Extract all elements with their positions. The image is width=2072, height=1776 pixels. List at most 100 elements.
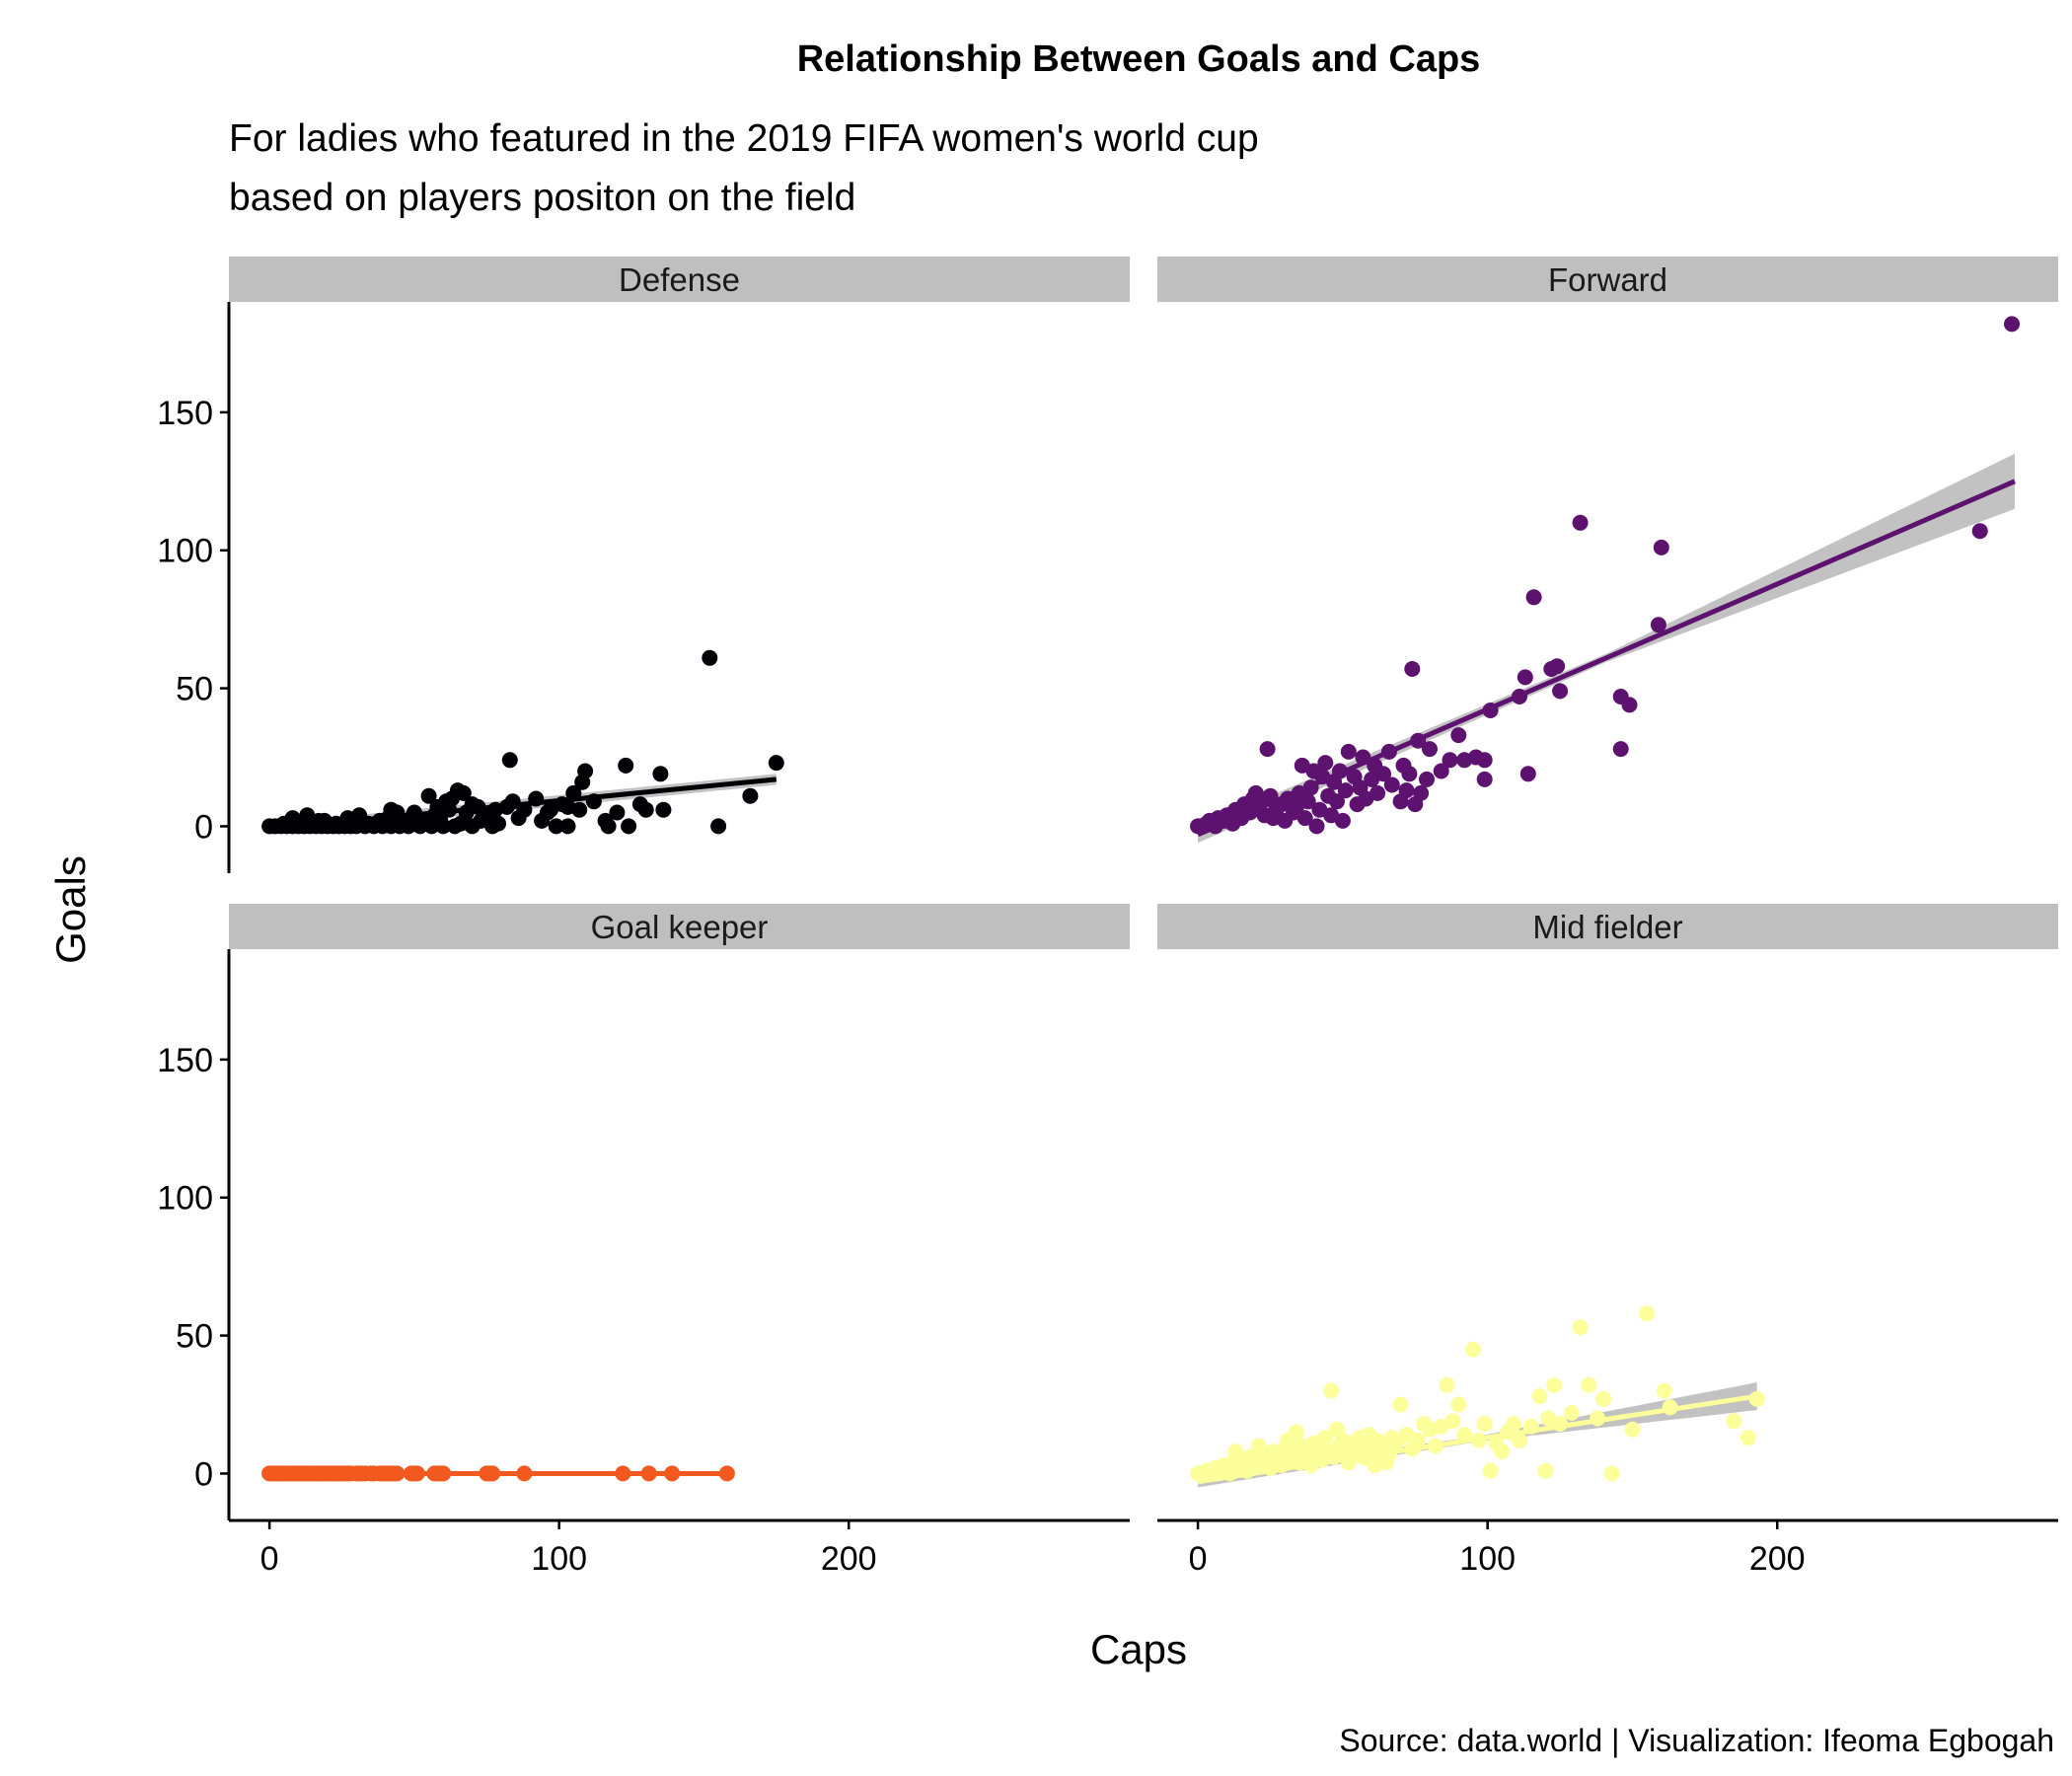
- point-forward-85: [1650, 617, 1666, 633]
- point-mid-fielder-73: [1410, 1432, 1427, 1448]
- point-forward-42: [1334, 812, 1351, 829]
- y-tick-label-defense-100: 100: [157, 533, 213, 570]
- point-forward-66: [1433, 763, 1449, 779]
- point-defense-88: [631, 796, 648, 813]
- x-tick-label-mid-fielder-100: 100: [1459, 1540, 1516, 1578]
- panel-goal-keeper: Goal keeper 0 50 100 150 0 100 200: [157, 904, 1130, 1578]
- point-defense-76: [455, 784, 472, 801]
- chart-subtitle-line-1: For ladies who featured in the 2019 FIFA…: [229, 117, 1259, 160]
- point-defense-85: [577, 763, 594, 779]
- y-tick-label-defense-150: 150: [157, 395, 213, 432]
- point-mid-fielder-79: [1444, 1413, 1461, 1430]
- strip-label-goal-keeper: Goal keeper: [591, 909, 769, 945]
- point-defense-71: [420, 787, 437, 804]
- point-forward-67: [1442, 752, 1458, 769]
- point-forward-59: [1401, 766, 1418, 782]
- point-forward-65: [1422, 741, 1438, 758]
- x-tick-label-goal-keeper-100: 100: [531, 1540, 587, 1578]
- y-tick-label-goal-keeper-0: 0: [194, 1455, 213, 1493]
- y-tick-label-goal-keeper-100: 100: [157, 1180, 213, 1218]
- point-defense-48: [284, 810, 301, 827]
- chart-subtitle-line-2: based on players positon on the field: [229, 177, 855, 219]
- y-tick-label-goal-keeper-50: 50: [176, 1318, 213, 1356]
- point-mid-fielder-70: [1392, 1396, 1409, 1413]
- point-forward-80: [1552, 683, 1569, 700]
- point-mid-fielder-80: [1450, 1396, 1467, 1413]
- point-mid-fielder-101: [1603, 1465, 1620, 1482]
- point-forward-68: [1450, 727, 1467, 744]
- point-forward-53: [1375, 766, 1391, 782]
- chart-caption: Source: data.world | Visualization: Ifeo…: [1339, 1723, 2054, 1758]
- y-tick-label-defense-0: 0: [194, 808, 213, 846]
- point-defense-45: [490, 815, 506, 832]
- point-forward-18: [1259, 741, 1276, 758]
- point-mid-fielder-107: [1739, 1430, 1756, 1446]
- point-mid-fielder-100: [1595, 1390, 1612, 1407]
- point-defense-86: [597, 812, 614, 829]
- point-forward-64: [1419, 771, 1435, 787]
- point-mid-fielder-92: [1531, 1388, 1548, 1405]
- panel-forward: Forward: [1157, 257, 2058, 844]
- point-mid-fielder-34: [1288, 1424, 1304, 1441]
- point-defense-82: [542, 801, 558, 818]
- trend-line-defense: [268, 777, 777, 832]
- point-mid-fielder-78: [1439, 1376, 1455, 1393]
- strip-label-mid-fielder: Mid fielder: [1532, 909, 1682, 945]
- chart-title: Relationship Between Goals and Caps: [797, 38, 1481, 80]
- point-forward-77: [1525, 589, 1542, 606]
- point-forward-71: [1476, 771, 1493, 787]
- strip-label-defense: Defense: [619, 261, 740, 298]
- point-forward-30: [1299, 793, 1316, 810]
- point-mid-fielder-97: [1572, 1319, 1589, 1336]
- x-tick-label-mid-fielder-200: 200: [1749, 1540, 1806, 1578]
- strip-label-forward: Forward: [1548, 261, 1667, 298]
- point-defense-29: [559, 818, 576, 835]
- strip-mid-fielder: [1157, 904, 2058, 949]
- point-mid-fielder-98: [1581, 1376, 1597, 1393]
- point-defense-87: [618, 757, 634, 774]
- y-axis-title: Goals: [47, 855, 94, 964]
- point-defense-68: [655, 801, 672, 818]
- point-mid-fielder-82: [1465, 1341, 1481, 1358]
- y-tick-label-goal-keeper-150: 150: [157, 1042, 213, 1079]
- point-forward-36: [1317, 755, 1334, 772]
- x-tick-label-goal-keeper-0: 0: [260, 1540, 279, 1578]
- point-forward-63: [1413, 784, 1430, 801]
- point-mid-fielder-44: [1317, 1430, 1334, 1446]
- x-tick-label-goal-keeper-200: 200: [821, 1540, 877, 1578]
- point-forward-58: [1398, 782, 1415, 799]
- point-forward-52: [1369, 784, 1386, 801]
- y-tick-label-defense-50: 50: [176, 671, 213, 708]
- point-mid-fielder-109: [1537, 1462, 1554, 1479]
- point-forward-60: [1404, 661, 1421, 677]
- point-defense-31: [621, 818, 637, 835]
- point-defense-66: [609, 804, 626, 821]
- point-mid-fielder-103: [1639, 1305, 1656, 1322]
- point-mid-fielder-84: [1476, 1416, 1493, 1433]
- strip-forward: [1157, 257, 2058, 302]
- trend-line-forward: [1197, 479, 2016, 838]
- point-defense-28: [548, 818, 564, 835]
- point-defense-90: [702, 649, 718, 666]
- point-defense-92: [768, 755, 784, 772]
- point-mid-fielder-104: [1656, 1382, 1672, 1399]
- point-defense-49: [299, 807, 316, 824]
- point-forward-87: [1971, 523, 1988, 540]
- point-mid-fielder-87: [1494, 1443, 1511, 1460]
- point-forward-76: [1519, 766, 1536, 782]
- strip-goal-keeper: [229, 904, 1130, 949]
- panel-mid-fielder: Mid fielder 0 100 200: [1157, 904, 2058, 1578]
- point-forward-88: [2004, 316, 2020, 333]
- point-mid-fielder-106: [1726, 1413, 1742, 1430]
- x-axis-title: Caps: [1090, 1626, 1187, 1672]
- point-forward-79: [1549, 658, 1566, 675]
- strip-defense: [229, 257, 1130, 302]
- point-defense-32: [710, 818, 727, 835]
- point-forward-44: [1340, 743, 1357, 760]
- point-defense-83: [559, 798, 576, 815]
- point-mid-fielder-46: [1323, 1382, 1340, 1399]
- point-mid-fielder-96: [1563, 1404, 1580, 1421]
- point-forward-72: [1476, 752, 1493, 769]
- point-forward-55: [1383, 777, 1400, 793]
